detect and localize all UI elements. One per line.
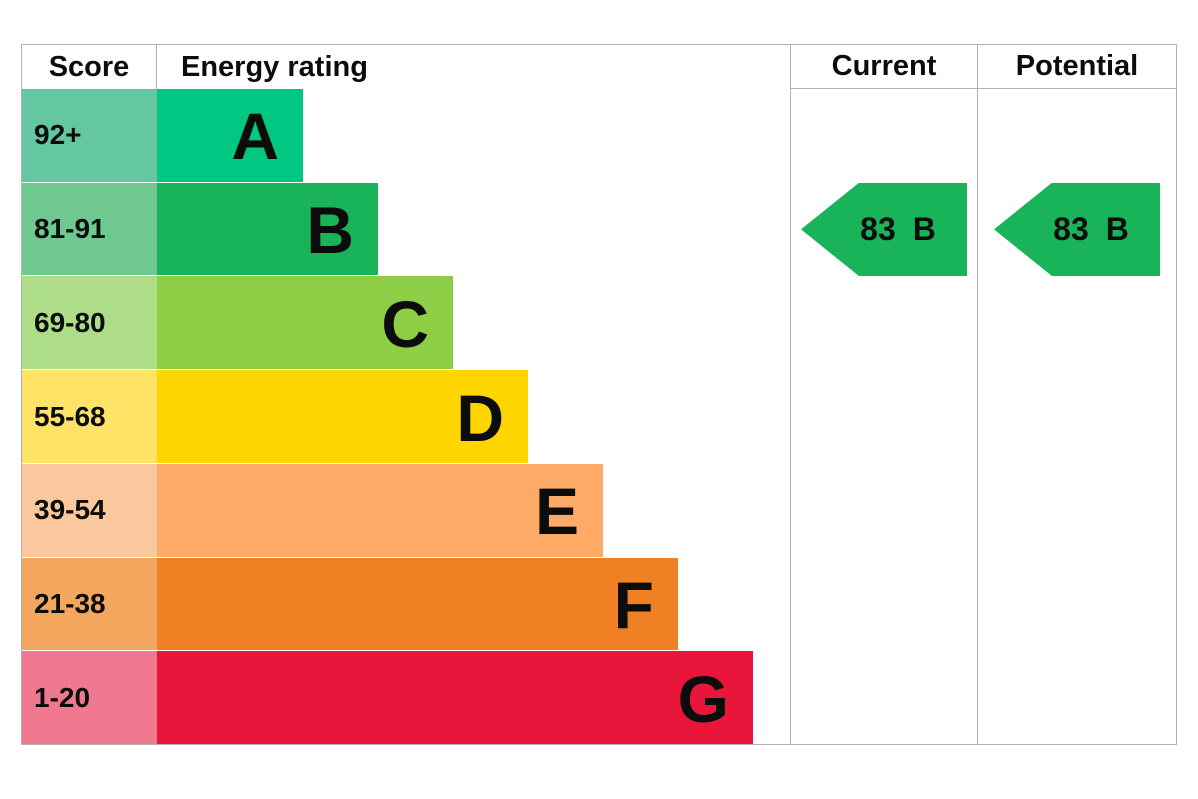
band-a-score-range: 92+ [22,89,157,182]
potential-band-letter: B [1105,210,1129,247]
potential-slot-f [978,557,1176,651]
band-row-e: 39-54 E [22,462,790,557]
band-row-c: 69-80 C [22,275,790,370]
band-b-bar: B [157,182,378,276]
current-slot-c [791,276,977,370]
potential-slot-b: 83 B [978,182,1176,277]
current-slot-e [791,463,977,557]
current-slot-f [791,557,977,651]
energy-rating-column-header: Energy rating [181,50,368,83]
current-column-header: Current [791,45,977,89]
potential-slot-g [978,650,1176,744]
potential-slot-c [978,276,1176,370]
band-row-f: 21-38 F [22,556,790,651]
band-f-bar: F [157,557,678,651]
band-a-bar: A [157,89,303,182]
band-row-a: 92+ A [22,89,790,182]
current-slot-d [791,370,977,464]
current-column-body: 83 B [791,89,977,744]
band-a-letter: A [231,99,279,174]
band-g-letter: G [677,661,729,736]
potential-column: Potential 83 B [977,45,1176,744]
band-g-bar: G [157,651,753,745]
band-e-bar: E [157,463,603,557]
potential-slot-d [978,370,1176,464]
potential-slot-a [978,89,1176,183]
current-slot-b: 83 B [791,182,977,277]
current-score-value: 83 [860,210,896,247]
potential-column-body: 83 B [978,89,1176,744]
current-column: Current 83 B [790,45,977,744]
potential-rating-arrow-icon: 83 B [994,182,1160,277]
potential-column-header: Potential [978,45,1176,89]
band-f-letter: F [613,567,654,642]
rating-scale-area: Score Energy rating 92+ A 81-91 B 69-80 … [22,45,790,745]
scale-header-row: Score Energy rating [22,45,790,89]
band-c-score-range: 69-80 [22,276,157,370]
band-row-d: 55-68 D [22,369,790,463]
band-c-letter: C [381,286,429,361]
current-slot-g [791,650,977,744]
current-slot-a [791,89,977,183]
band-c-bar: C [157,276,453,370]
band-d-bar: D [157,370,528,463]
current-rating-arrow-icon: 83 B [801,182,967,277]
band-rows: 92+ A 81-91 B 69-80 C 55-68 [22,89,790,745]
band-b-letter: B [306,193,354,268]
band-row-g: 1-20 G [22,650,790,745]
potential-score-value: 83 [1053,210,1089,247]
current-band-letter: B [912,210,936,247]
band-b-score-range: 81-91 [22,182,157,276]
band-d-letter: D [456,380,504,455]
band-e-score-range: 39-54 [22,463,157,557]
band-row-b: 81-91 B [22,181,790,276]
band-f-score-range: 21-38 [22,557,157,651]
score-column-header: Score [22,45,157,89]
epc-energy-rating-chart: Score Energy rating 92+ A 81-91 B 69-80 … [21,44,1177,745]
band-d-score-range: 55-68 [22,370,157,463]
potential-slot-e [978,463,1176,557]
band-e-letter: E [534,474,579,549]
band-g-score-range: 1-20 [22,651,157,745]
